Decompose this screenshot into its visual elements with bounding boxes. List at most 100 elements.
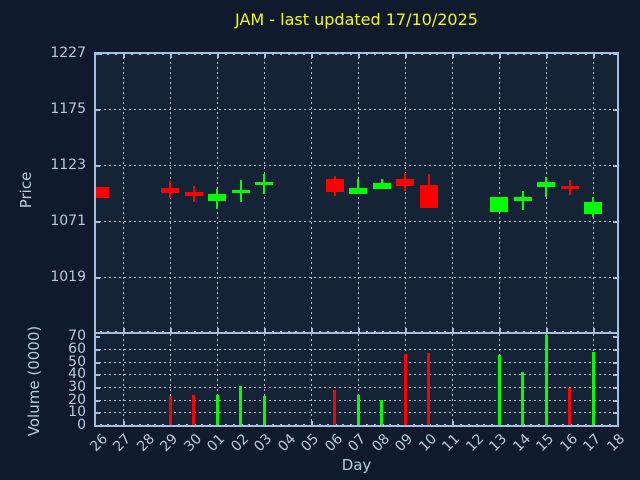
x-tick-label: 04 [274, 431, 299, 455]
volume-tick [613, 399, 619, 402]
volume-tick [94, 336, 100, 339]
x-minor-tick [350, 52, 353, 55]
x-minor-tick [177, 52, 180, 55]
x-minor-tick [224, 424, 227, 427]
price-tick-label: 1175 [50, 100, 86, 117]
volume-bar [403, 354, 407, 427]
x-minor-tick [224, 52, 227, 55]
x-tick-label: 05 [298, 431, 323, 455]
x-minor-tick [154, 424, 157, 427]
day-axis-label: Day [341, 456, 372, 474]
x-tick-label: 28 [133, 431, 158, 455]
x-minor-tick [295, 52, 298, 55]
x-minor-tick [318, 424, 321, 427]
candle-body [184, 192, 203, 197]
x-minor-tick [600, 424, 603, 427]
candle-body [349, 187, 367, 195]
x-minor-tick [530, 52, 533, 55]
x-minor-tick [530, 424, 533, 427]
x-minor-tick [538, 52, 541, 55]
volume-panel [94, 334, 619, 427]
x-tick-label: 10 [415, 431, 440, 455]
x-tick-label: 06 [321, 431, 346, 455]
x-minor-tick [350, 424, 353, 427]
volume-hgridline [94, 374, 619, 376]
x-minor-tick [303, 424, 306, 427]
x-minor-tick [146, 52, 149, 55]
x-minor-tick [491, 52, 494, 55]
volume-bar [192, 394, 195, 427]
x-minor-tick [209, 424, 212, 427]
x-minor-tick [326, 52, 329, 55]
volume-tick [94, 374, 100, 377]
volume-vgridline [123, 334, 124, 427]
price-tick [94, 52, 100, 55]
x-tick-label: 26 [86, 431, 111, 455]
volume-tick [94, 349, 100, 351]
price-tick-label: 1123 [50, 157, 86, 173]
price-vgridline [593, 52, 594, 334]
x-minor-tick [514, 52, 517, 55]
volume-vgridline [452, 334, 453, 427]
volume-bar [239, 385, 242, 427]
x-minor-tick [467, 52, 470, 55]
x-minor-tick [279, 52, 282, 55]
candle-body [325, 179, 344, 192]
volume-vgridline [311, 334, 312, 427]
x-minor-tick [420, 424, 423, 427]
x-minor-tick [412, 424, 415, 427]
candle-body [94, 186, 109, 199]
volume-bar [215, 394, 219, 427]
x-minor-tick [146, 424, 149, 427]
x-minor-tick [561, 424, 564, 427]
x-major-tick [170, 52, 172, 58]
volume-bar [497, 355, 501, 427]
x-minor-tick [491, 424, 494, 427]
volume-bar [333, 389, 336, 427]
x-minor-tick [420, 52, 423, 55]
x-tick-label: 02 [227, 431, 252, 455]
x-major-tick [123, 328, 125, 334]
volume-tick-label: 40 [68, 366, 86, 383]
volume-tick [613, 425, 619, 427]
x-minor-tick [585, 424, 588, 427]
candle-wick [545, 176, 547, 198]
x-minor-tick [115, 52, 118, 55]
x-tick-label: 27 [110, 431, 135, 455]
volume-tick [94, 361, 100, 364]
x-major-tick [123, 52, 125, 58]
x-tick-label: 15 [533, 431, 558, 455]
volume-hgridline [94, 349, 619, 350]
volume-tick [613, 374, 619, 377]
price-tick [94, 165, 100, 167]
price-tick-label: 1071 [50, 213, 86, 230]
x-minor-tick [444, 424, 447, 427]
x-minor-tick [459, 52, 462, 55]
candle-body [419, 184, 438, 209]
x-tick-label: 07 [345, 431, 370, 455]
price-tick-label: 1227 [50, 44, 86, 61]
x-minor-tick [248, 424, 251, 427]
x-minor-tick [577, 52, 580, 55]
volume-bar [380, 399, 383, 427]
x-minor-tick [365, 424, 368, 427]
volume-tick [613, 412, 619, 415]
x-minor-tick [240, 52, 243, 55]
x-tick-label: 16 [556, 431, 581, 455]
x-tick-label: 18 [603, 431, 628, 455]
x-minor-tick [428, 52, 431, 55]
volume-tick [94, 399, 100, 402]
x-minor-tick [436, 52, 439, 55]
candle-body [560, 185, 579, 189]
price-tick [613, 165, 619, 167]
x-minor-tick [475, 52, 478, 55]
x-major-tick [217, 52, 219, 58]
x-minor-tick [342, 52, 345, 55]
x-tick-label: 14 [509, 431, 534, 455]
price-tick [613, 277, 619, 280]
x-major-tick [358, 52, 360, 58]
x-minor-tick [397, 424, 400, 427]
candle-body [537, 182, 555, 187]
candle-body [231, 189, 250, 194]
x-minor-tick [569, 52, 572, 55]
